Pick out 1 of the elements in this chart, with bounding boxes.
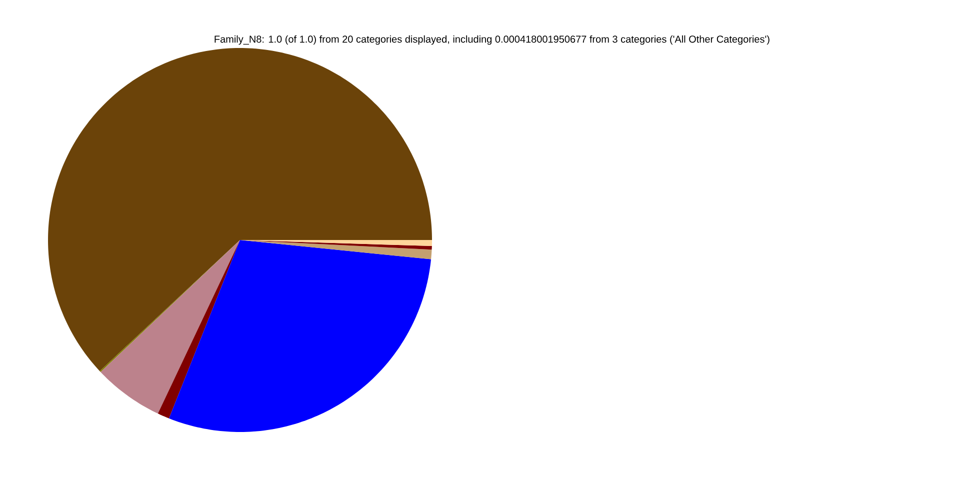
text: Family_N8: 1.0 (of 1.0) from 20 categories displayed, including 0.000418001950677 from 3 categories ('All Other Categories') — [214, 35, 770, 45]
